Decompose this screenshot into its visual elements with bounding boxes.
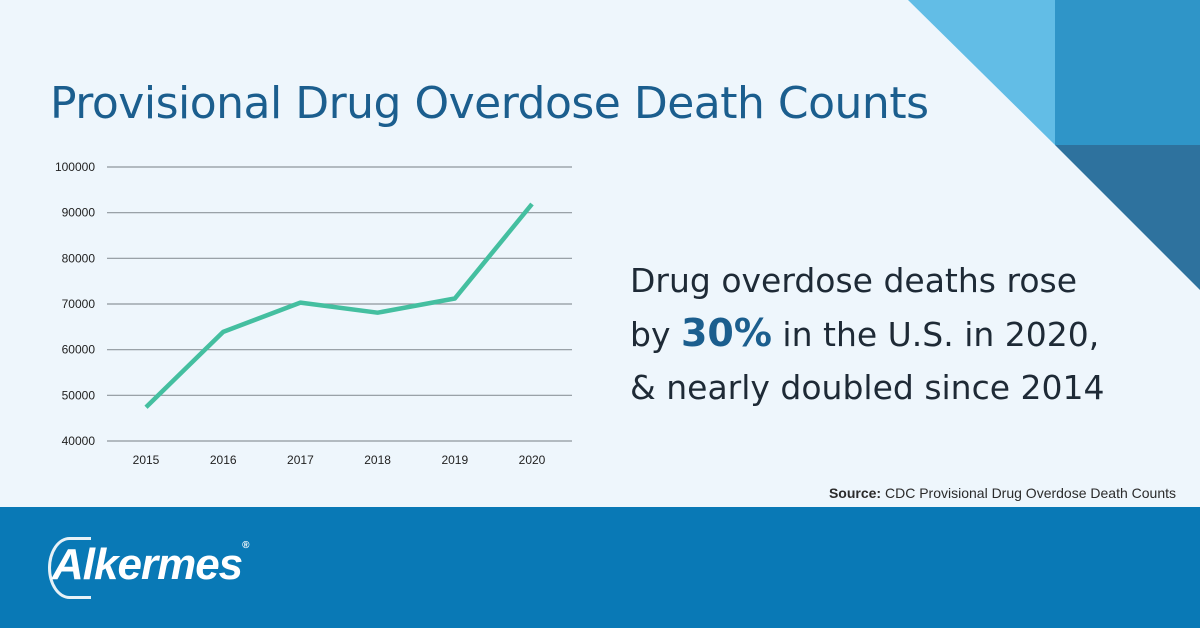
light-blue-triangle bbox=[908, 0, 1055, 145]
series-line bbox=[144, 202, 534, 409]
y-tick-label: 70000 bbox=[62, 297, 96, 311]
y-tick-label: 50000 bbox=[62, 388, 96, 402]
line-chart: 40000 50000 60000 70000 80000 90000 100000 2015… bbox=[55, 160, 572, 467]
callout-line-3: & nearly doubled since 2014 bbox=[630, 368, 1105, 407]
callout-text-post: in the U.S. in 2020, bbox=[771, 315, 1100, 354]
x-tick-label: 2018 bbox=[364, 453, 391, 467]
x-tick-label: 2016 bbox=[210, 453, 237, 467]
x-tick-label: 2019 bbox=[441, 453, 468, 467]
percent-highlight: 30% bbox=[680, 311, 772, 355]
source-text: CDC Provisional Drug Overdose Death Coun… bbox=[881, 485, 1176, 501]
callout-text-pre: by bbox=[630, 315, 681, 354]
source-label: Source: bbox=[828, 485, 882, 501]
callout-line-1: Drug overdose deaths rose bbox=[630, 261, 1077, 300]
source-note: Source: CDC Provisional Drug Overdose De… bbox=[829, 485, 1176, 501]
mid-blue-square bbox=[1055, 0, 1200, 145]
y-tick-label: 60000 bbox=[62, 343, 96, 357]
callout-text: Drug overdose deaths rose by 30% in the … bbox=[630, 254, 1105, 414]
x-tick-label: 2015 bbox=[133, 453, 160, 467]
footer-band: Alkermes® bbox=[0, 507, 1200, 628]
logo-swoosh-icon bbox=[48, 537, 91, 599]
registered-mark: ® bbox=[242, 540, 249, 551]
page-title: Provisional Drug Overdose Death Counts bbox=[50, 78, 929, 129]
alkermes-logo: Alkermes® bbox=[52, 540, 250, 590]
dark-blue-triangle bbox=[1055, 145, 1200, 290]
y-tick-label: 90000 bbox=[62, 206, 96, 220]
y-tick-label: 80000 bbox=[62, 251, 96, 265]
x-tick-label: 2020 bbox=[519, 453, 546, 467]
y-tick-label: 100000 bbox=[55, 160, 95, 174]
y-tick-label: 40000 bbox=[62, 434, 96, 448]
callout-line-2: by 30% in the U.S. in 2020, bbox=[630, 307, 1105, 361]
x-tick-label: 2017 bbox=[287, 453, 314, 467]
logo-text: Alkermes bbox=[52, 540, 243, 589]
